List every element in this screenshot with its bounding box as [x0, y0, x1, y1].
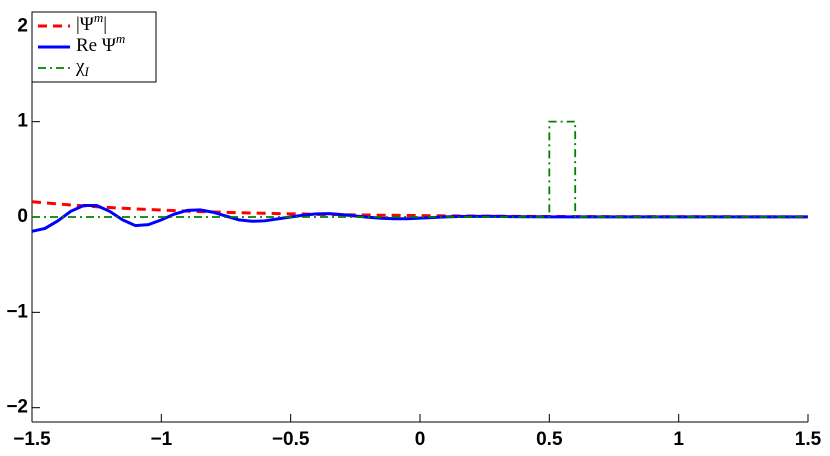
x-tick-label: 0.5 [536, 429, 563, 450]
series-line [31, 204, 808, 233]
x-tick-label: 1 [673, 429, 684, 450]
legend-label: |Ψm​| [76, 10, 107, 35]
y-tick-label: −1 [6, 301, 28, 322]
y-tick-label: 2 [17, 15, 28, 36]
y-tick-label: −2 [6, 397, 28, 418]
series-line [32, 120, 808, 218]
x-tick-label: 1.5 [795, 429, 822, 450]
x-tick-label: 0 [415, 429, 426, 450]
series-line [31, 200, 808, 219]
y-tick-label: 1 [17, 111, 28, 132]
y-tick-label: 0 [17, 206, 28, 227]
legend-label: χI​ [75, 56, 89, 79]
x-tick-label: −1.5 [13, 429, 51, 450]
x-tick-label: −1 [150, 429, 172, 450]
legend-label: Re Ψm​ [76, 31, 125, 56]
x-tick-label: −0.5 [272, 429, 310, 450]
